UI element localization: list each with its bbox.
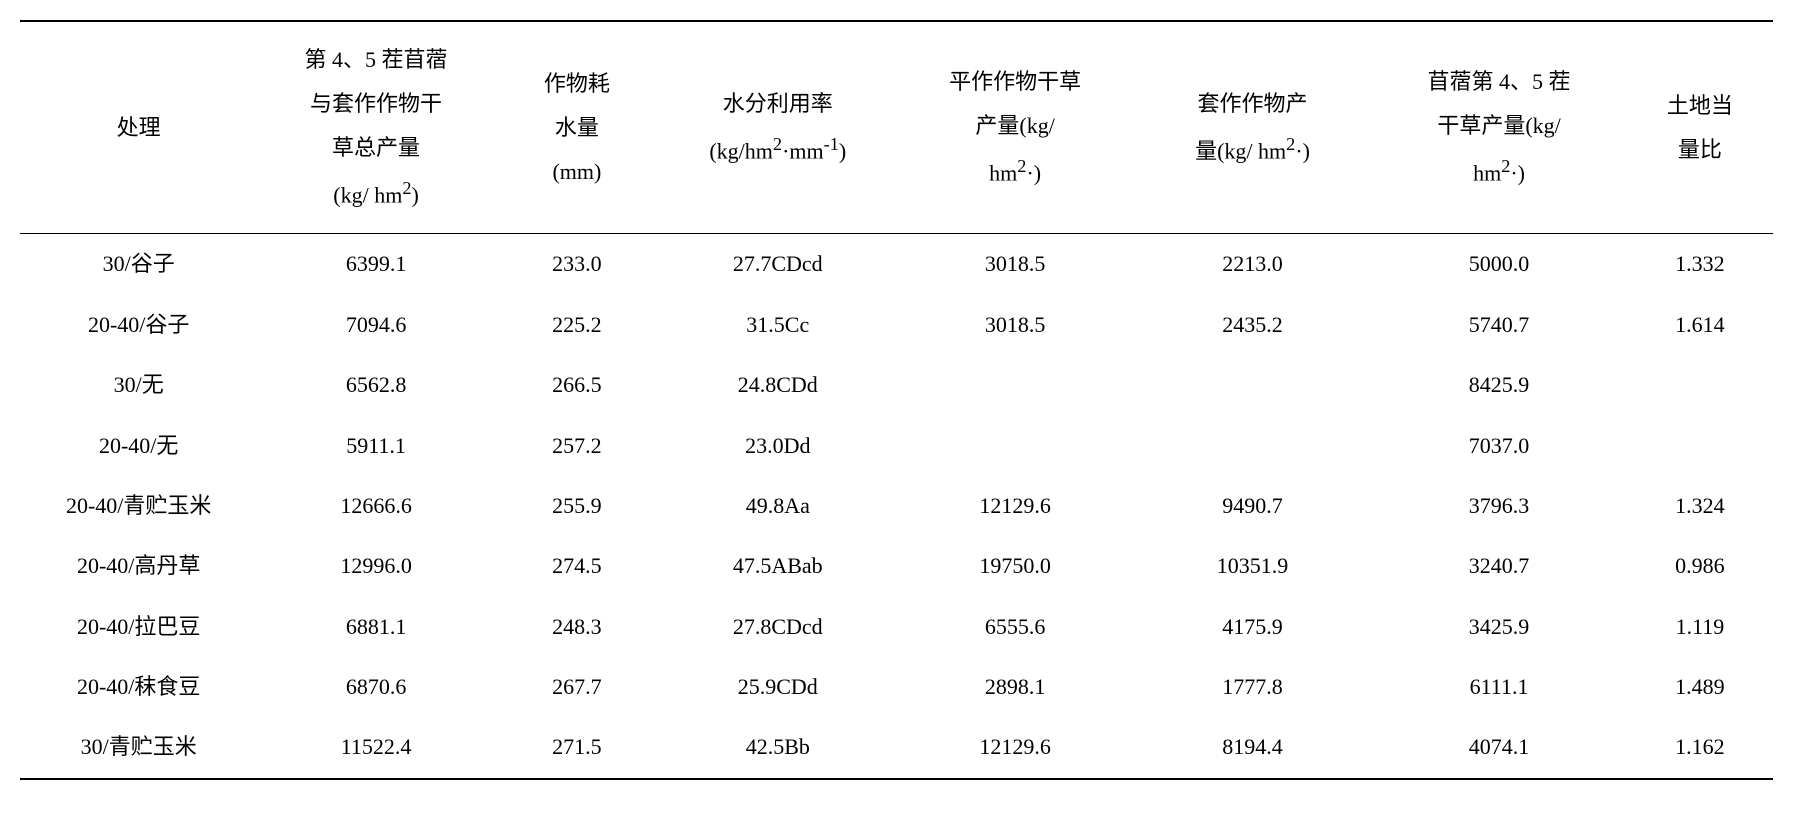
cell-value: 1.324	[1627, 476, 1773, 536]
header-row: 处理 第 4、5 茬苜蓿与套作作物干草总产量(kg/ hm2) 作物耗水量(mm…	[20, 21, 1773, 234]
table-row: 20-40/高丹草 12996.0 274.5 47.5ABab 19750.0…	[20, 536, 1773, 596]
cell-value: 3240.7	[1371, 536, 1627, 596]
cell-value	[1134, 416, 1371, 476]
header-alfalfa-hay-yield: 苜蓿第 4、5 茬干草产量(kg/hm2·)	[1371, 21, 1627, 234]
table-row: 30/青贮玉米 11522.4 271.5 42.5Bb 12129.6 819…	[20, 717, 1773, 778]
header-monocrop-hay-yield: 平作作物干草产量(kg/hm2·)	[896, 21, 1133, 234]
cell-value: 31.5Cc	[659, 295, 896, 355]
cell-value: 24.8CDd	[659, 355, 896, 415]
cell-treatment: 20-40/高丹草	[20, 536, 257, 596]
cell-value: 4175.9	[1134, 597, 1371, 657]
header-water-consumption: 作物耗水量(mm)	[495, 21, 659, 234]
cell-value: 1.332	[1627, 234, 1773, 295]
cell-value: 10351.9	[1134, 536, 1371, 596]
table-header: 处理 第 4、5 茬苜蓿与套作作物干草总产量(kg/ hm2) 作物耗水量(mm…	[20, 21, 1773, 234]
cell-value: 266.5	[495, 355, 659, 415]
cell-value: 1.614	[1627, 295, 1773, 355]
table-row: 20-40/谷子 7094.6 225.2 31.5Cc 3018.5 2435…	[20, 295, 1773, 355]
cell-value: 8194.4	[1134, 717, 1371, 778]
cell-value: 23.0Dd	[659, 416, 896, 476]
cell-value: 27.8CDcd	[659, 597, 896, 657]
cell-value	[896, 355, 1133, 415]
cell-treatment: 20-40/青贮玉米	[20, 476, 257, 536]
cell-value: 9490.7	[1134, 476, 1371, 536]
cell-value: 19750.0	[896, 536, 1133, 596]
cell-value: 267.7	[495, 657, 659, 717]
cell-treatment: 30/青贮玉米	[20, 717, 257, 778]
cell-value: 1.489	[1627, 657, 1773, 717]
cell-value	[1627, 355, 1773, 415]
cell-value: 255.9	[495, 476, 659, 536]
cell-value	[1627, 416, 1773, 476]
cell-value: 3018.5	[896, 234, 1133, 295]
cell-value: 6562.8	[257, 355, 494, 415]
data-table: 处理 第 4、5 茬苜蓿与套作作物干草总产量(kg/ hm2) 作物耗水量(mm…	[20, 20, 1773, 780]
table-row: 20-40/拉巴豆 6881.1 248.3 27.8CDcd 6555.6 4…	[20, 597, 1773, 657]
cell-value: 225.2	[495, 295, 659, 355]
table-body: 30/谷子 6399.1 233.0 27.7CDcd 3018.5 2213.…	[20, 234, 1773, 779]
table-row: 20-40/无 5911.1 257.2 23.0Dd 7037.0	[20, 416, 1773, 476]
cell-value: 2435.2	[1134, 295, 1371, 355]
table-row: 20-40/秣食豆 6870.6 267.7 25.9CDd 2898.1 17…	[20, 657, 1773, 717]
cell-value: 8425.9	[1371, 355, 1627, 415]
cell-value: 6111.1	[1371, 657, 1627, 717]
cell-value: 5911.1	[257, 416, 494, 476]
cell-value: 6399.1	[257, 234, 494, 295]
cell-value: 2898.1	[896, 657, 1133, 717]
cell-value	[1134, 355, 1371, 415]
cell-value: 12666.6	[257, 476, 494, 536]
cell-value: 3425.9	[1371, 597, 1627, 657]
table-row: 30/谷子 6399.1 233.0 27.7CDcd 3018.5 2213.…	[20, 234, 1773, 295]
cell-value: 6555.6	[896, 597, 1133, 657]
cell-value: 274.5	[495, 536, 659, 596]
cell-value: 7094.6	[257, 295, 494, 355]
cell-value: 12996.0	[257, 536, 494, 596]
cell-value: 5000.0	[1371, 234, 1627, 295]
cell-treatment: 20-40/秣食豆	[20, 657, 257, 717]
cell-value: 42.5Bb	[659, 717, 896, 778]
cell-value: 49.8Aa	[659, 476, 896, 536]
cell-value: 25.9CDd	[659, 657, 896, 717]
cell-value: 5740.7	[1371, 295, 1627, 355]
cell-value: 271.5	[495, 717, 659, 778]
cell-treatment: 20-40/谷子	[20, 295, 257, 355]
cell-value: 2213.0	[1134, 234, 1371, 295]
cell-value: 233.0	[495, 234, 659, 295]
cell-value: 7037.0	[1371, 416, 1627, 476]
cell-value: 248.3	[495, 597, 659, 657]
cell-value: 11522.4	[257, 717, 494, 778]
header-treatment: 处理	[20, 21, 257, 234]
cell-value: 6870.6	[257, 657, 494, 717]
header-land-equiv-ratio: 土地当量比	[1627, 21, 1773, 234]
cell-value: 12129.6	[896, 476, 1133, 536]
cell-treatment: 30/谷子	[20, 234, 257, 295]
header-total-hay-yield: 第 4、5 茬苜蓿与套作作物干草总产量(kg/ hm2)	[257, 21, 494, 234]
cell-value: 4074.1	[1371, 717, 1627, 778]
table-row: 30/无 6562.8 266.5 24.8CDd 8425.9	[20, 355, 1773, 415]
cell-treatment: 20-40/无	[20, 416, 257, 476]
cell-value: 257.2	[495, 416, 659, 476]
header-water-use-efficiency: 水分利用率(kg/hm2·mm-1)	[659, 21, 896, 234]
cell-value: 27.7CDcd	[659, 234, 896, 295]
cell-value	[896, 416, 1133, 476]
cell-value: 1777.8	[1134, 657, 1371, 717]
cell-value: 0.986	[1627, 536, 1773, 596]
table-row: 20-40/青贮玉米 12666.6 255.9 49.8Aa 12129.6 …	[20, 476, 1773, 536]
cell-value: 3018.5	[896, 295, 1133, 355]
cell-value: 1.119	[1627, 597, 1773, 657]
cell-value: 47.5ABab	[659, 536, 896, 596]
cell-treatment: 20-40/拉巴豆	[20, 597, 257, 657]
cell-value: 6881.1	[257, 597, 494, 657]
cell-treatment: 30/无	[20, 355, 257, 415]
cell-value: 3796.3	[1371, 476, 1627, 536]
cell-value: 12129.6	[896, 717, 1133, 778]
header-intercrop-yield: 套作作物产量(kg/ hm2·)	[1134, 21, 1371, 234]
cell-value: 1.162	[1627, 717, 1773, 778]
